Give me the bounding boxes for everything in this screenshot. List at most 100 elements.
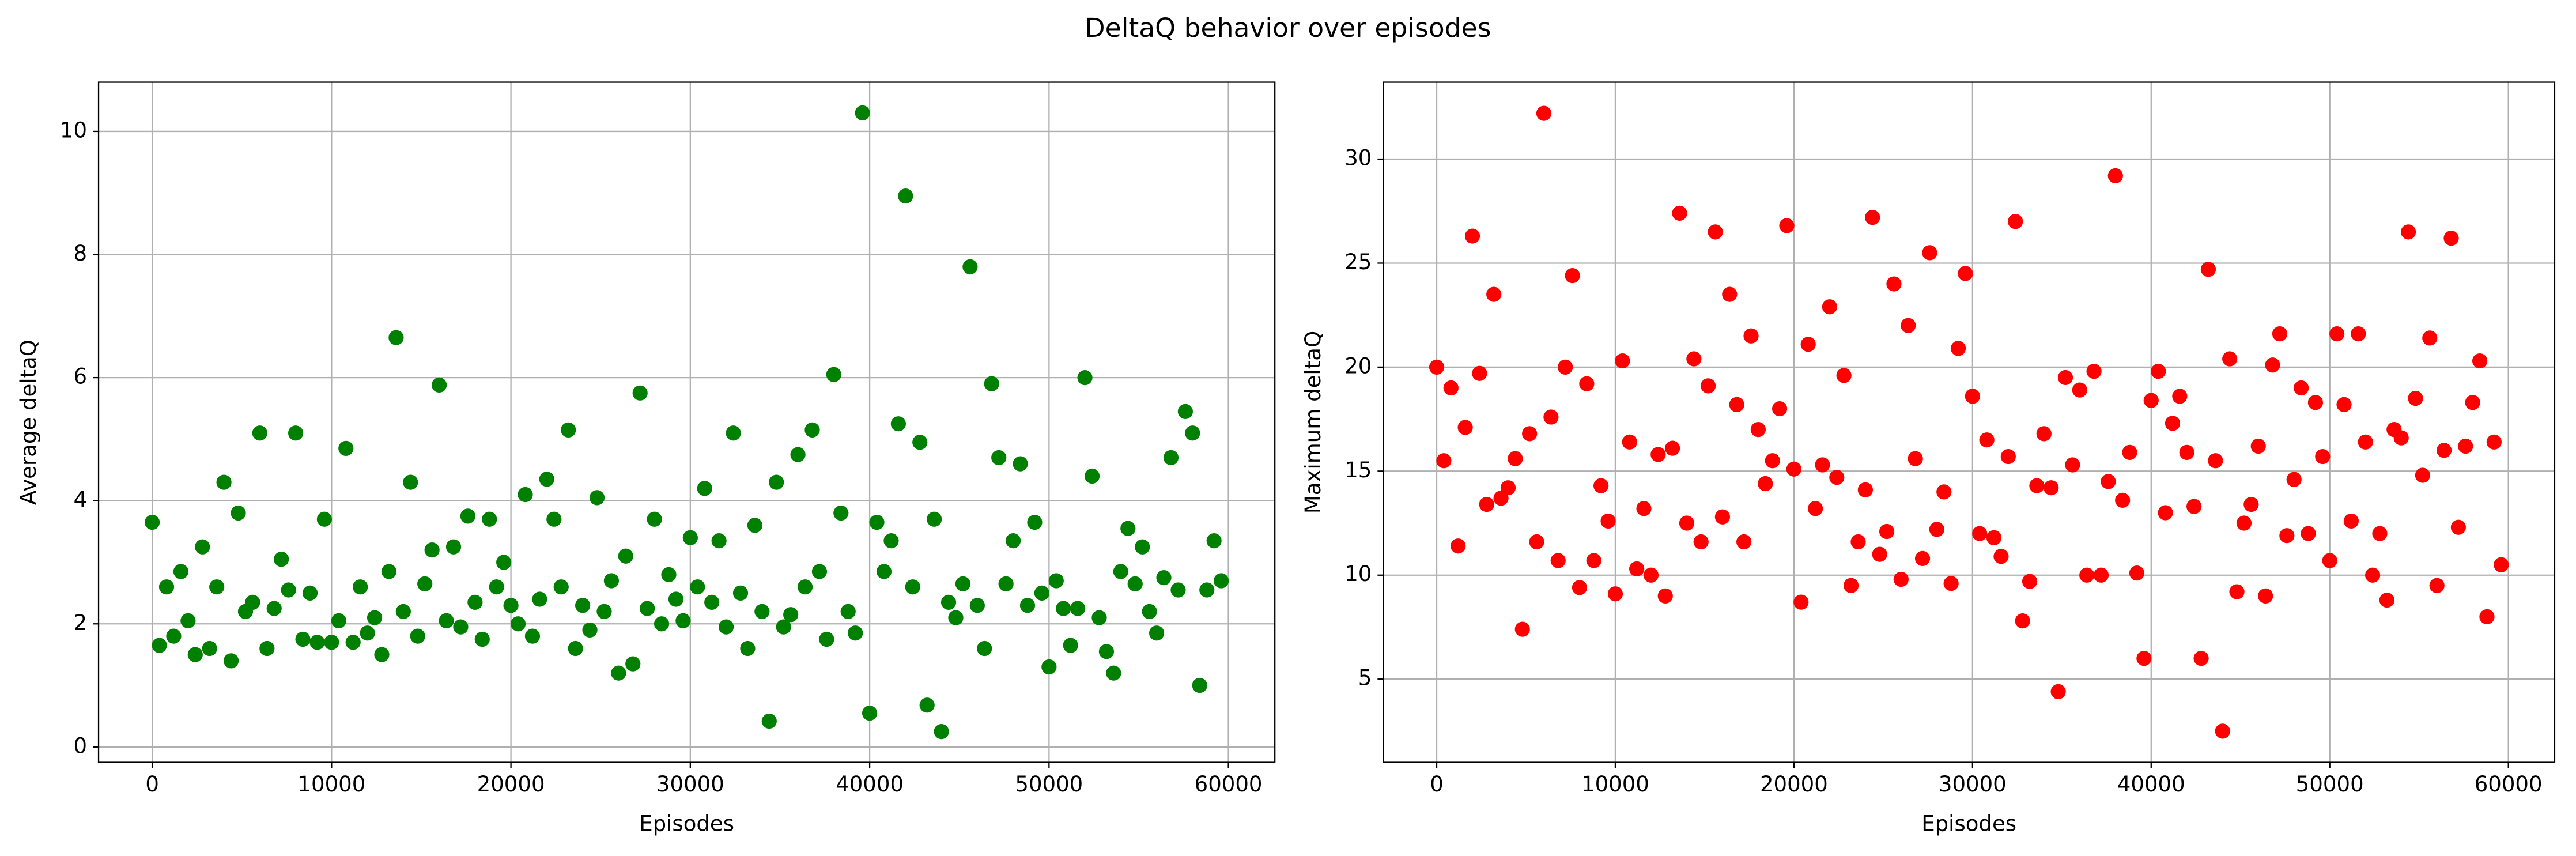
point bbox=[1098, 644, 1115, 659]
point bbox=[2365, 567, 2381, 583]
point bbox=[281, 582, 296, 598]
point bbox=[2436, 443, 2452, 458]
point bbox=[732, 585, 749, 601]
point bbox=[1893, 571, 1909, 587]
point bbox=[166, 628, 182, 644]
point bbox=[984, 376, 999, 391]
point bbox=[1192, 677, 1207, 693]
point bbox=[2093, 567, 2109, 583]
point bbox=[2236, 515, 2252, 531]
point bbox=[940, 594, 957, 610]
point bbox=[1879, 523, 1895, 540]
point bbox=[1005, 533, 1021, 549]
point bbox=[1958, 266, 1973, 281]
point bbox=[1586, 553, 1601, 568]
point bbox=[2050, 684, 2066, 699]
y-tick-label: 2 bbox=[74, 610, 88, 635]
point bbox=[919, 697, 935, 713]
point bbox=[2158, 505, 2173, 521]
point bbox=[158, 579, 175, 595]
point bbox=[1170, 582, 1186, 598]
point bbox=[1163, 450, 1179, 466]
x-tick-label: 10000 bbox=[1581, 772, 1649, 797]
point bbox=[2029, 478, 2045, 493]
point bbox=[1206, 533, 1222, 549]
point bbox=[2343, 513, 2359, 529]
point bbox=[654, 616, 670, 632]
point bbox=[1607, 586, 1623, 602]
point bbox=[1843, 578, 1859, 593]
point bbox=[1120, 521, 1136, 536]
point bbox=[209, 579, 225, 595]
point bbox=[539, 472, 554, 487]
point bbox=[2358, 434, 2373, 450]
point bbox=[862, 705, 878, 721]
point bbox=[295, 631, 311, 647]
point bbox=[202, 640, 217, 657]
point bbox=[1779, 218, 1795, 233]
point bbox=[876, 564, 892, 579]
y-tick-label: 4 bbox=[74, 487, 88, 512]
point bbox=[761, 713, 777, 729]
point bbox=[2072, 382, 2087, 398]
point bbox=[1829, 470, 1845, 485]
point bbox=[252, 425, 267, 441]
point bbox=[417, 576, 433, 591]
point bbox=[1672, 205, 1687, 221]
point bbox=[1693, 534, 1709, 550]
point bbox=[1850, 534, 1866, 550]
figure-title: DeltaQ behavior over episodes bbox=[1085, 13, 1491, 43]
y-tick-label: 15 bbox=[1344, 458, 1372, 482]
point bbox=[969, 598, 985, 613]
point bbox=[1063, 638, 1078, 653]
x-tick-label: 50000 bbox=[1015, 772, 1083, 797]
point bbox=[2472, 353, 2488, 369]
point bbox=[797, 579, 813, 595]
point bbox=[711, 533, 727, 549]
point bbox=[1865, 209, 1880, 225]
point bbox=[1836, 368, 1852, 383]
point bbox=[532, 591, 547, 607]
point bbox=[1922, 245, 1937, 261]
point bbox=[2286, 472, 2302, 487]
point bbox=[524, 628, 541, 644]
point bbox=[144, 514, 160, 530]
point bbox=[439, 613, 454, 629]
x-axis-label: Episodes bbox=[1921, 811, 2016, 836]
point bbox=[1993, 549, 2009, 564]
point bbox=[2057, 369, 2073, 386]
point bbox=[1822, 299, 1838, 315]
point bbox=[374, 647, 390, 662]
point bbox=[962, 259, 978, 274]
point bbox=[575, 598, 591, 613]
point bbox=[1013, 456, 1028, 472]
point bbox=[1886, 276, 1902, 292]
point bbox=[2443, 231, 2459, 246]
point bbox=[1027, 514, 1043, 530]
point bbox=[1185, 425, 1200, 441]
point bbox=[611, 665, 626, 681]
point bbox=[2351, 326, 2366, 342]
point bbox=[912, 435, 928, 450]
point bbox=[195, 539, 210, 555]
point bbox=[1486, 286, 1502, 302]
point bbox=[1451, 538, 1466, 554]
point bbox=[804, 422, 820, 438]
point bbox=[1657, 588, 1673, 604]
point bbox=[1636, 501, 1652, 516]
point bbox=[2208, 453, 2223, 469]
point bbox=[187, 647, 203, 662]
point bbox=[1472, 365, 1487, 381]
point bbox=[697, 481, 712, 496]
point bbox=[2486, 434, 2502, 450]
point bbox=[2036, 426, 2052, 442]
point bbox=[266, 601, 282, 616]
point bbox=[2279, 528, 2295, 544]
x-tick-label: 20000 bbox=[1760, 772, 1828, 797]
point bbox=[747, 518, 763, 533]
point bbox=[274, 552, 289, 567]
point bbox=[2215, 723, 2230, 739]
x-tick-label: 60000 bbox=[2475, 772, 2543, 797]
